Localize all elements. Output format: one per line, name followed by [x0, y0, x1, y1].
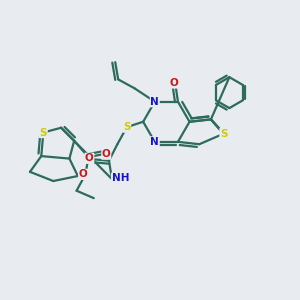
Text: N: N [150, 137, 159, 147]
Text: S: S [123, 122, 130, 132]
Text: NH: NH [112, 173, 129, 183]
Text: N: N [150, 97, 159, 107]
Text: O: O [102, 149, 111, 159]
Text: O: O [85, 153, 94, 163]
Text: S: S [220, 129, 227, 139]
Text: O: O [170, 78, 178, 88]
Text: O: O [79, 169, 88, 179]
Text: S: S [40, 128, 47, 137]
